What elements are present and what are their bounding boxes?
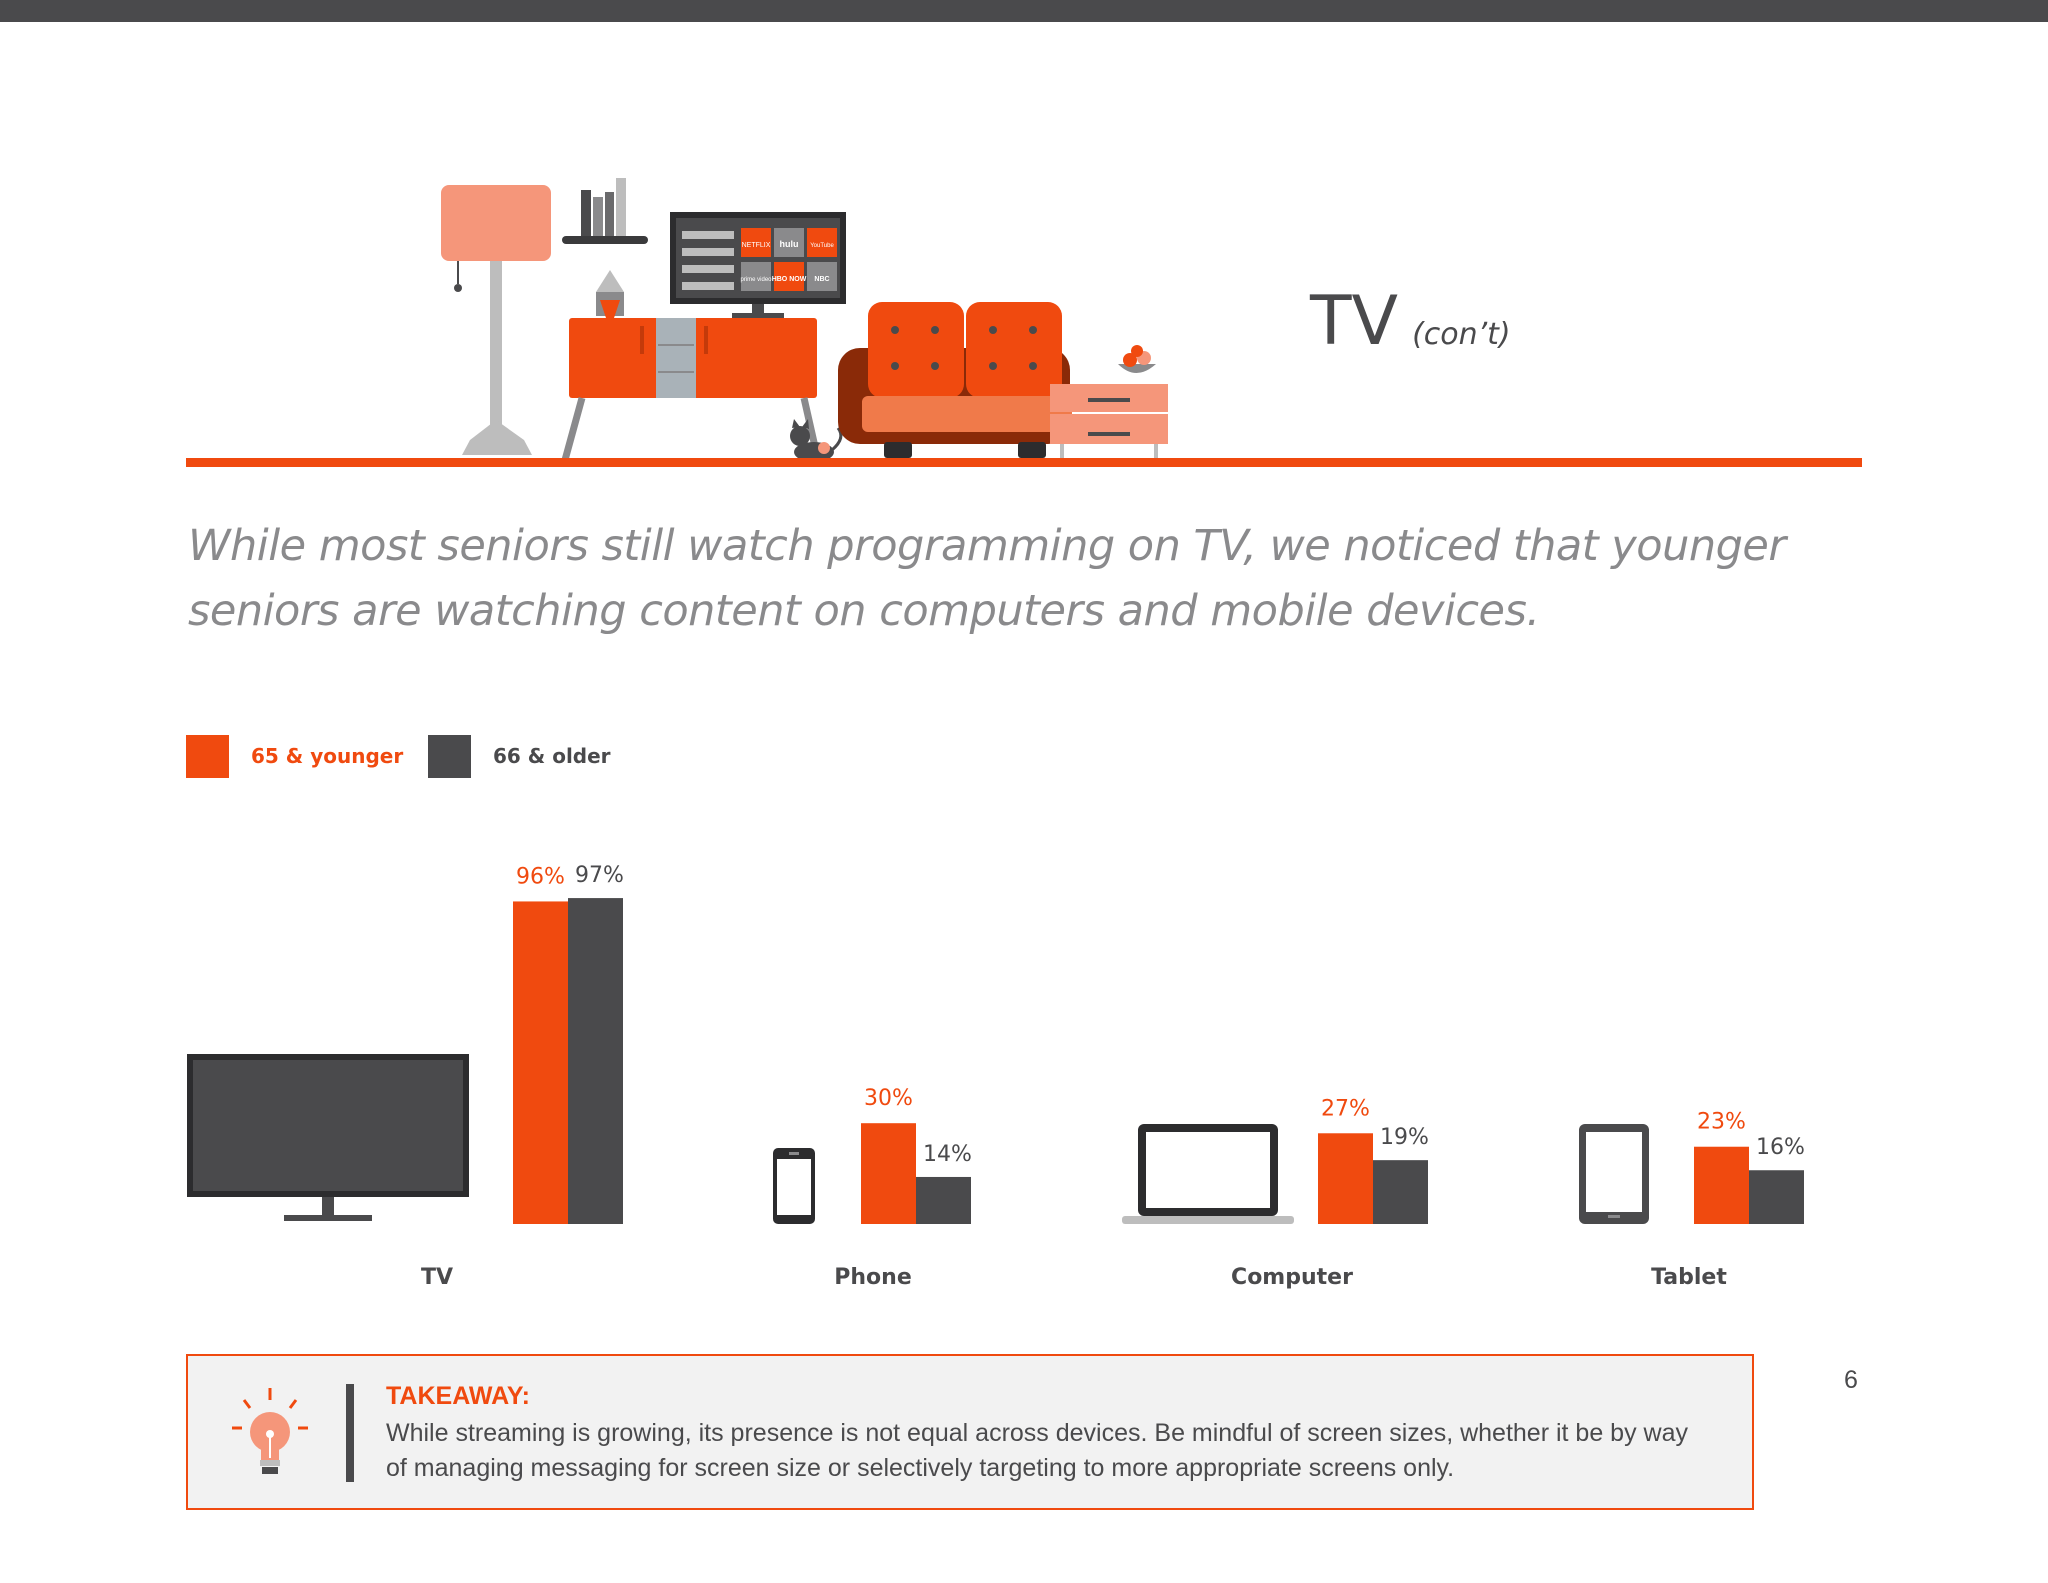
value-label-computer-65-younger: 27%	[1321, 1096, 1370, 1121]
app-hbo: HBO NOW	[772, 276, 807, 283]
top-bar	[0, 0, 2048, 22]
legend-item-65-younger: 65 & younger	[186, 734, 403, 778]
legend-label: 66 & older	[493, 744, 611, 768]
tv-icon	[187, 1054, 469, 1221]
page-title: TV (con’t)	[1310, 282, 1511, 361]
tablet-icon	[1579, 1124, 1649, 1224]
bar-phone-65-younger	[861, 1123, 916, 1224]
takeaway-panel: TAKEAWAY: While streaming is growing, it…	[186, 1354, 1754, 1510]
value-label-tablet-66-older: 16%	[1756, 1135, 1805, 1160]
floor-lamp-icon	[441, 185, 551, 455]
legend-label: 65 & younger	[251, 744, 404, 768]
lightbulb-icon	[232, 1388, 308, 1474]
tv-console-icon	[561, 318, 822, 461]
category-label-phone: Phone	[834, 1265, 911, 1290]
takeaway-divider	[346, 1384, 354, 1482]
cat-icon	[790, 419, 843, 462]
bar-tablet-66-older	[1749, 1170, 1804, 1224]
category-label-tablet: Tablet	[1651, 1265, 1727, 1290]
bar-computer-66-older	[1373, 1160, 1428, 1224]
table-lamp-icon	[596, 270, 624, 318]
takeaway-title: TAKEAWAY:	[386, 1382, 530, 1410]
value-label-phone-65-younger: 30%	[864, 1086, 913, 1111]
value-label-phone-66-older: 14%	[923, 1142, 972, 1167]
bar-phone-66-older	[916, 1176, 971, 1224]
sofa-icon	[838, 302, 1072, 458]
value-label-computer-66-older: 19%	[1380, 1125, 1429, 1150]
app-prime: prime video	[740, 277, 772, 283]
phone-icon	[773, 1148, 815, 1224]
takeaway-body: While streaming is growing, its presence…	[386, 1419, 1688, 1482]
wall-tv-icon: NETFLIX hulu YouTube prime video HBO NOW…	[670, 212, 846, 318]
legend-swatch	[186, 734, 229, 778]
category-label-tv: TV	[421, 1265, 453, 1290]
chart-bars	[513, 898, 1804, 1224]
app-youtube: YouTube	[810, 243, 834, 249]
chart-value-labels: 96% 97% 30% 14% 27% 19% 23% 16%	[516, 863, 1805, 1167]
page-title-main: TV	[1310, 282, 1399, 361]
bar-tv-66-older	[568, 898, 623, 1224]
page-subtitle: While most seniors still watch programmi…	[188, 521, 1786, 636]
app-nbc: NBC	[814, 276, 829, 283]
side-table-icon	[1050, 345, 1168, 462]
app-netflix: NETFLIX	[742, 242, 771, 249]
bar-computer-65-younger	[1318, 1133, 1373, 1224]
app-hulu: hulu	[780, 239, 799, 249]
living-room-illustration: NETFLIX hulu YouTube prime video HBO NOW…	[441, 178, 1168, 462]
legend-swatch	[428, 734, 471, 778]
bar-tv-65-younger	[513, 901, 568, 1224]
page-title-suffix: (con’t)	[1412, 317, 1511, 352]
chart-category-labels: TV Phone Computer Tablet	[421, 1265, 1727, 1290]
laptop-icon	[1122, 1124, 1294, 1224]
category-label-computer: Computer	[1231, 1265, 1353, 1290]
floor-line	[186, 458, 1862, 467]
bar-tablet-65-younger	[1694, 1146, 1749, 1224]
legend-item-66-older: 66 & older	[428, 734, 611, 778]
value-label-tablet-65-younger: 23%	[1697, 1110, 1746, 1135]
wall-shelf-icon	[562, 178, 648, 244]
value-label-tv-65-younger: 96%	[516, 864, 565, 889]
value-label-tv-66-older: 97%	[575, 863, 624, 888]
page-number: 6	[1844, 1366, 1858, 1394]
